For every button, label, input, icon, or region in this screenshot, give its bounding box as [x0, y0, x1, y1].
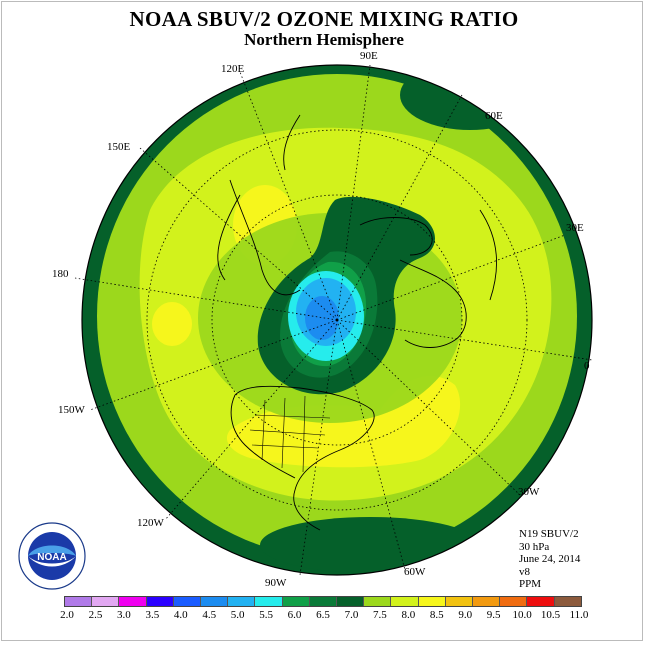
meridian-90e [336, 64, 371, 321]
colorbar-tick-label: 10.0 [512, 609, 532, 621]
version-label: v8 [519, 565, 530, 578]
colorbar-segment [337, 597, 365, 606]
colorbar-tick-label: 2.0 [60, 609, 74, 621]
colorbar-segment [92, 597, 120, 606]
colorbar-segment [500, 597, 528, 606]
colorbar-segment [445, 597, 474, 606]
colorbar-tick-label: 4.0 [173, 609, 188, 621]
colorbar-tick-label: 5.5 [259, 609, 273, 621]
map-title: NOAA SBUV/2 OZONE MIXING RATIO [129, 7, 519, 31]
colorbar-segment [554, 597, 581, 606]
ozone-field [82, 65, 592, 575]
colorbar-segment [473, 597, 501, 606]
meridian-90w [299, 319, 338, 576]
lon-label-0: 0 [584, 360, 590, 372]
noaa-logo: NOAA [18, 522, 86, 590]
colorbar-tick-label: 8.0 [401, 609, 416, 621]
coastlines [217, 114, 498, 531]
colorbar-segment [309, 597, 338, 606]
logo-text: NOAA [37, 552, 66, 563]
lon-label-90e: 90E [360, 50, 378, 62]
colorbar-tick-label: 3.5 [145, 609, 160, 621]
rim-patch-ne [400, 65, 540, 130]
latitude-circle-30 [146, 129, 528, 511]
meridian-60e [336, 94, 463, 321]
colorbar-tick-label: 6.5 [316, 609, 330, 621]
figure-frame [1, 1, 643, 641]
colorbar-segment [418, 597, 446, 606]
map-subtitle: Northern Hemisphere [244, 30, 404, 49]
latitude-circle-60 [211, 194, 463, 446]
colorbar-tick-label: 10.5 [540, 609, 561, 621]
meridian-30e [336, 234, 566, 321]
colorbar-segment [146, 597, 174, 606]
lon-label-180: 180 [52, 268, 69, 280]
lon-label-60w: 60W [404, 566, 426, 578]
colorbar-tick-label: 4.5 [202, 609, 217, 621]
colorbar-segment [65, 597, 93, 606]
band-8-5-west [152, 302, 192, 346]
metadata-block: N19 SBUV/2 30 hPa June 24, 2014 v8 PPM [519, 528, 580, 591]
colorbar-tick-label: 3.0 [117, 609, 131, 621]
lon-label-60e: 60E [485, 110, 503, 122]
colorbar-segment [173, 597, 202, 606]
colorbar-segment [364, 597, 392, 606]
rim-patch-s [260, 517, 480, 573]
north-america-outline [230, 385, 375, 531]
satellite-label: N19 SBUV/2 [519, 528, 579, 540]
colorbar-segment [282, 597, 310, 606]
colorbar-segment [228, 597, 256, 606]
lon-label-30w: 30W [518, 486, 540, 498]
lon-label-150w: 150W [58, 404, 85, 416]
colorbar-segment [391, 597, 419, 606]
colorbar-tick-label: 8.5 [429, 609, 444, 621]
colorbar-segment [527, 597, 555, 606]
lon-label-120w: 120W [137, 517, 164, 529]
colorbar-segment [255, 597, 283, 606]
colorbar-tick-label: 6.0 [287, 609, 302, 621]
colorbar-segment [119, 597, 147, 606]
lon-label-120e: 120E [221, 63, 245, 75]
band-4-5 [305, 296, 339, 340]
colorbar-tick-label: 2.5 [88, 609, 103, 621]
graticule [74, 64, 593, 576]
misc-coast [283, 114, 498, 301]
date-label: June 24, 2014 [519, 553, 581, 565]
colorbar-tick-label: 5.0 [230, 609, 245, 621]
units-label: PPM [519, 578, 542, 590]
meridian-0 [336, 319, 593, 361]
colorbar [64, 596, 582, 607]
colorbar-segment [201, 597, 229, 606]
colorbar-tick-label: 11.0 [569, 609, 589, 621]
colorbar-tick-label: 9.0 [458, 609, 473, 621]
pressure-level-label: 30 hPa [519, 540, 550, 553]
meridian-120e [239, 71, 338, 321]
europe-outline [399, 259, 467, 348]
colorbar-tick-label: 7.0 [344, 609, 359, 621]
lon-label-30e: 30E [566, 222, 584, 234]
lon-label-150e: 150E [107, 141, 131, 153]
siberia-outline [359, 217, 433, 256]
colorbar-tick-label: 9.5 [486, 609, 501, 621]
map-boundary [81, 64, 593, 576]
lon-label-90w: 90W [265, 577, 287, 589]
state-borders [249, 395, 331, 473]
colorbar-tick-label: 7.5 [373, 609, 387, 621]
meridian-180 [74, 277, 338, 321]
